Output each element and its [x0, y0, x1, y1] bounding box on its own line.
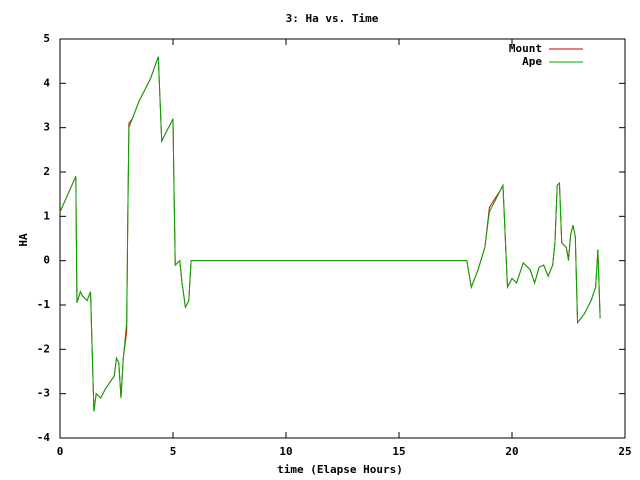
y-tick-label: 4: [43, 76, 50, 89]
x-tick-label: 25: [618, 445, 631, 458]
plot-border: [59, 38, 626, 439]
y-tick-label: -3: [37, 387, 50, 400]
x-tick-label: 0: [57, 445, 64, 458]
y-axis-label: HA: [17, 233, 30, 247]
y-tick-label: -4: [37, 431, 51, 444]
x-tick-label: 20: [505, 445, 518, 458]
y-tick-label: 0: [43, 254, 50, 267]
legend-label: Ape: [522, 55, 542, 68]
y-tick-label: -2: [37, 342, 50, 355]
x-tick-label: 15: [392, 445, 405, 458]
y-tick-label: 2: [43, 165, 50, 178]
y-tick-label: 1: [43, 209, 50, 222]
y-tick-label: 5: [43, 32, 50, 45]
series-line: [59, 56, 601, 412]
y-tick-label: -1: [37, 298, 51, 311]
legend-label: Mount: [509, 42, 542, 55]
x-tick-label: 5: [170, 445, 177, 458]
chart-title: 3: Ha vs. Time: [286, 12, 379, 25]
x-axis-label: time (Elapse Hours): [277, 463, 403, 476]
y-tick-label: 3: [43, 121, 50, 134]
x-tick-label: 10: [279, 445, 292, 458]
